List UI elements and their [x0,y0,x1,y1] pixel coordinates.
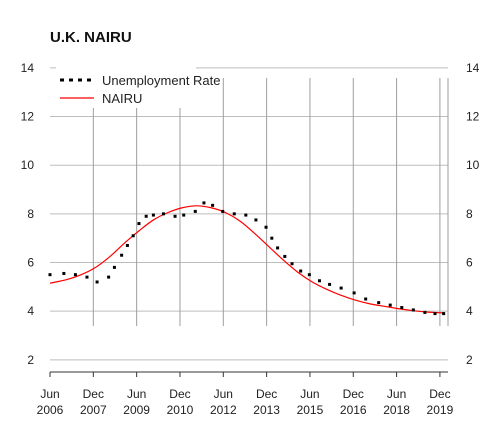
x-tick-label-month: Dec [256,387,277,401]
x-tick-label-month: Dec [343,387,364,401]
legend-label-nairu: NAIRU [102,91,142,106]
data-point-unemployment [73,273,77,277]
x-tick-label-month: Jun [40,387,59,401]
x-tick-label-year: 2007 [80,403,107,417]
y-tick-label-left: 10 [21,158,35,172]
grid-lines [50,67,449,361]
data-point-unemployment [112,265,116,269]
data-point-unemployment [423,310,427,314]
axes: 2 2 4 4 6 6 8 8 10 10 12 12 14 14 Jun 2006 Dec 2007 Jun 200… [21,61,480,417]
y-tick-label-left: 2 [27,353,34,367]
y-tick-label-right: 4 [466,304,473,318]
data-point-unemployment [328,282,332,286]
data-point-unemployment [62,271,66,275]
data-point-unemployment [290,262,294,266]
data-point-unemployment [202,201,206,205]
data-point-unemployment [107,275,111,279]
y-tick-label-right: 2 [466,353,473,367]
y-tick-label-left: 6 [27,256,34,270]
data-point-unemployment [283,254,287,258]
x-tick-label-year: 2012 [210,403,237,417]
x-tick-label-month: Jun [214,387,233,401]
x-tick-label-month: Jun [127,387,146,401]
data-point-unemployment [85,275,89,279]
chart-title: U.K. NAIRU [50,29,132,46]
x-tick-label-year: 2013 [253,403,280,417]
data-point-unemployment [125,243,129,247]
y-tick-label-left: 8 [27,207,34,221]
x-tick-label-year: 2015 [297,403,324,417]
data-point-unemployment [144,214,148,218]
y-tick-label-right: 14 [466,61,480,75]
y-tick-label-left: 12 [21,110,35,124]
data-point-unemployment [377,301,381,305]
data-point-unemployment [244,213,248,217]
series-line-nairu [49,205,444,314]
data-point-unemployment [276,246,280,250]
x-tick-label-month: Dec [83,387,104,401]
y-tick-label-right: 8 [466,207,473,221]
data-point-unemployment [364,297,368,301]
x-tick-label-year: 2019 [427,403,454,417]
x-tick-label-year: 2009 [123,403,150,417]
legend-label-unemployment: Unemployment Rate [102,73,221,88]
y-tick-label-left: 4 [27,304,34,318]
data-point-unemployment [352,291,356,295]
data-point-unemployment [307,273,311,277]
data-point-unemployment [400,306,404,310]
data-point-unemployment [442,312,446,316]
y-tick-label-right: 6 [466,256,473,270]
x-tick-label-year: 2018 [383,403,410,417]
x-tick-label-month: Dec [429,387,450,401]
legend: Unemployment Rate NAIRU [56,58,221,108]
data-point-unemployment [137,222,141,226]
data-point-unemployment [120,253,124,257]
data-point-unemployment [411,308,415,312]
x-tick-label-month: Jun [387,387,406,401]
y-tick-label-left: 14 [21,61,35,75]
x-tick-label-year: 2010 [167,403,194,417]
data-point-unemployment [221,209,225,213]
data-point-unemployment [433,312,437,316]
data-point-unemployment [339,286,343,290]
data-point-unemployment [151,213,155,217]
y-tick-label-right: 12 [466,110,480,124]
data-point-unemployment [232,212,236,216]
data-point-unemployment [182,213,186,217]
x-tick-label-year: 2016 [340,403,367,417]
data-point-unemployment [317,279,321,283]
data-point-unemployment [270,236,274,240]
data-point-unemployment [162,212,166,216]
data-point-unemployment [173,214,177,218]
data-series [48,201,446,316]
data-point-unemployment [131,234,135,238]
data-point-unemployment [211,203,215,207]
data-point-unemployment [264,225,268,229]
data-point-unemployment [388,303,392,307]
legend-background [56,58,196,108]
data-point-unemployment [299,269,303,273]
x-tick-label-month: Dec [169,387,190,401]
data-point-unemployment [48,273,52,277]
data-point-unemployment [254,218,258,222]
x-tick-label-month: Jun [300,387,319,401]
y-tick-label-right: 10 [466,158,480,172]
data-point-unemployment [95,280,99,284]
data-point-unemployment [193,209,197,213]
x-tick-label-year: 2006 [37,403,64,417]
